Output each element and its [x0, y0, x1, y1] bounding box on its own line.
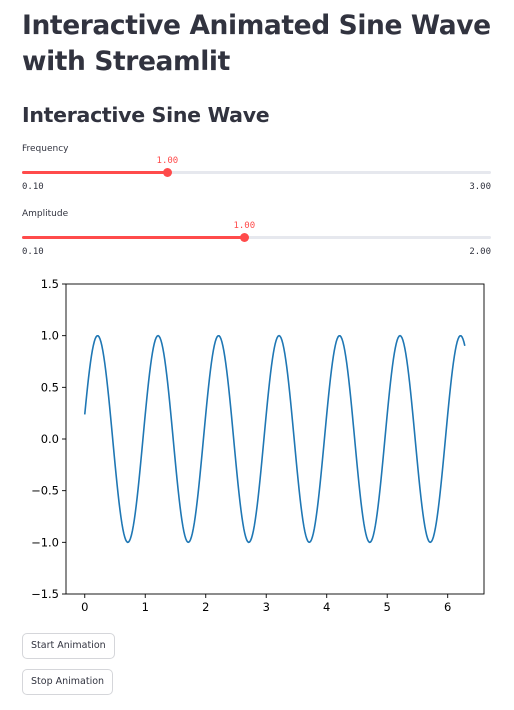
stop-animation-button[interactable]: Stop Animation [22, 669, 114, 695]
page-title: Interactive Animated Sine Wave with Stre… [22, 10, 491, 77]
sine-wave-plot: 0 1 2 3 4 5 6 1.5 1.0 0.5 0.0 −0.5 −1.0 −1.5 [22, 273, 492, 617]
frequency-slider-label: Frequency [22, 144, 69, 154]
amplitude-slider-track[interactable] [22, 233, 491, 242]
y-tick-label: −1.5 [31, 587, 59, 601]
frequency-slider-value: 1.00 [156, 156, 179, 166]
plot-background [22, 273, 492, 613]
y-tick-label: 1.0 [41, 329, 59, 343]
section-title: Interactive Sine Wave [22, 103, 270, 127]
frequency-slider-max: 3.00 [469, 182, 491, 192]
frequency-slider[interactable]: Frequency 1.00 0.10 3.00 [22, 143, 491, 203]
y-tick-label: −0.5 [31, 484, 59, 498]
frequency-slider-track[interactable] [22, 168, 491, 177]
amplitude-slider-label: Amplitude [22, 209, 69, 219]
amplitude-slider-min: 0.10 [22, 247, 44, 257]
sine-series-line [83, 334, 466, 544]
x-tick-label: 4 [323, 600, 330, 613]
frequency-slider-min: 0.10 [22, 182, 44, 192]
x-tick-label: 5 [384, 600, 391, 613]
amplitude-slider-max: 2.00 [469, 247, 491, 257]
start-animation-button[interactable]: Start Animation [22, 633, 115, 659]
amplitude-slider-fill [22, 236, 245, 239]
y-tick-label: 1.5 [41, 277, 59, 291]
frequency-slider-fill [22, 171, 168, 174]
x-tick-label: 1 [142, 600, 149, 613]
x-tick-label: 6 [444, 600, 451, 613]
frequency-slider-thumb[interactable] [162, 168, 172, 177]
x-tick-label: 2 [202, 600, 209, 613]
x-tick-label: 0 [81, 600, 88, 613]
y-tick-label: 0.0 [41, 432, 59, 446]
y-tick-label: 0.5 [41, 380, 59, 394]
sine-wave-chart: 0 1 2 3 4 5 6 1.5 1.0 0.5 0.0 −0.5 −1.0 −1.5 [22, 273, 492, 614]
x-tick-label: 3 [263, 600, 270, 613]
amplitude-slider-thumb[interactable] [239, 233, 249, 242]
y-tick-label: −1.0 [31, 535, 59, 549]
amplitude-slider-value: 1.00 [233, 221, 256, 231]
amplitude-slider[interactable]: Amplitude 1.00 0.10 2.00 [22, 208, 491, 268]
